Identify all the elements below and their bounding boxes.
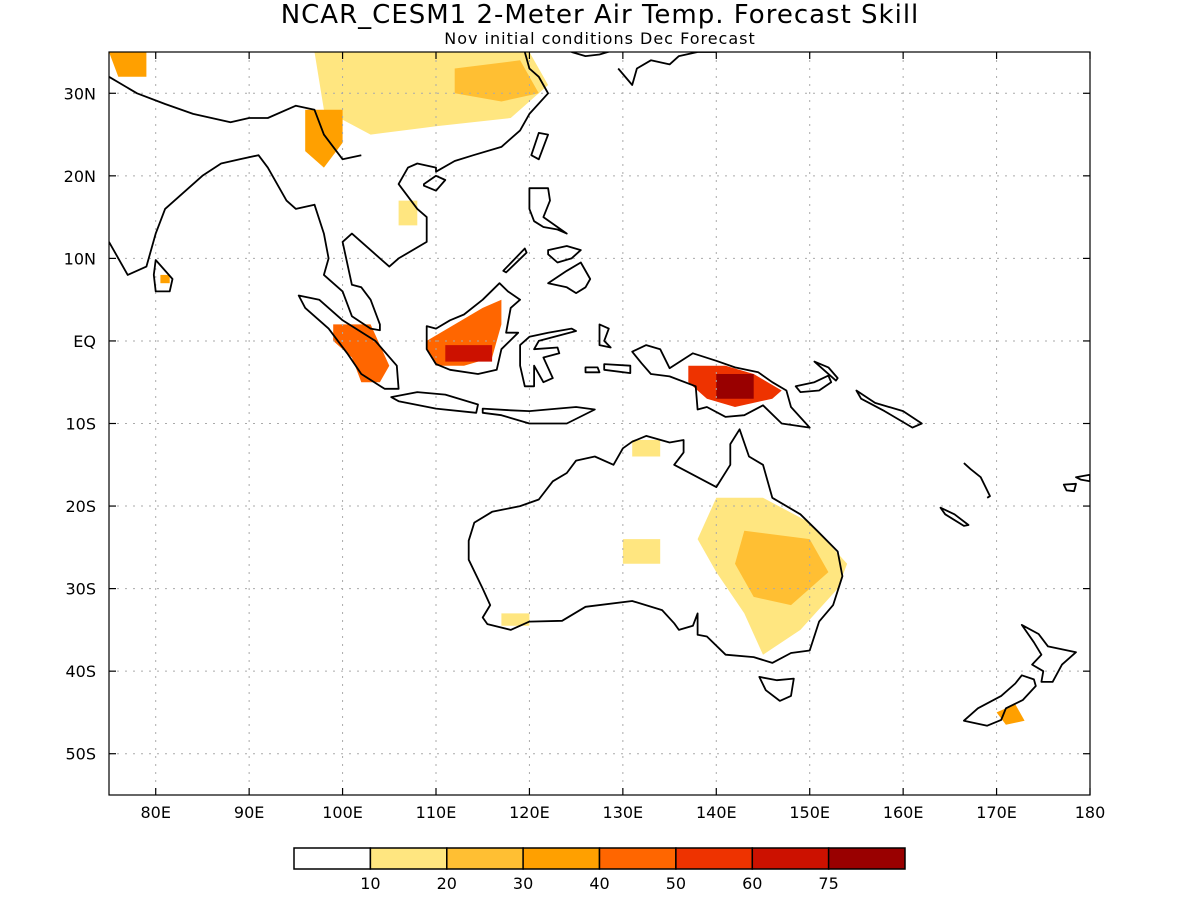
lat-tick-label: 50S <box>65 745 96 764</box>
colorbar-label: 10 <box>360 874 380 893</box>
coastline <box>598 323 612 349</box>
skill-region <box>735 530 829 606</box>
coastline <box>425 282 521 375</box>
coastline <box>631 344 811 429</box>
lon-tick-label: 80E <box>140 803 170 822</box>
coastline <box>390 391 479 414</box>
coastline <box>502 247 528 274</box>
skill-shading-layer <box>109 52 1025 725</box>
lat-tick-label: 20N <box>64 167 96 186</box>
skill-region <box>305 109 343 168</box>
colorbar-label: 30 <box>513 874 533 893</box>
chart-subtitle: Nov initial conditions Dec Forecast <box>444 29 756 48</box>
coastline <box>963 462 991 499</box>
lon-tick-label: 90E <box>234 803 264 822</box>
lat-tick-label: 40S <box>65 662 96 681</box>
colorbar-swatch <box>675 847 754 870</box>
colorbar-swatch <box>751 847 830 870</box>
coastline <box>813 360 839 382</box>
coastline <box>571 52 611 57</box>
lat-tick-label: EQ <box>73 332 96 351</box>
coastline <box>109 76 362 161</box>
coastline <box>855 389 923 429</box>
coastline-layer <box>109 52 1090 727</box>
colorbar: 10 20 30 40 50 60 75 <box>293 847 906 893</box>
coastline <box>528 187 568 235</box>
colorbar-swatch <box>446 847 524 870</box>
colorbar-swatch <box>522 847 601 870</box>
skill-region <box>333 324 390 383</box>
lat-tick-label: 30S <box>65 580 96 599</box>
lon-tick-label: 180 <box>1075 803 1106 822</box>
skill-region <box>398 200 418 226</box>
skill-region <box>622 539 661 564</box>
colorbar-swatch <box>293 847 372 870</box>
colorbar-label: 50 <box>666 874 686 893</box>
skill-region <box>160 274 170 284</box>
coastline <box>297 294 400 390</box>
lon-tick-label: 130E <box>603 803 644 822</box>
lat-tick-label: 10N <box>64 249 96 268</box>
grid-lines <box>109 52 1090 795</box>
colorbar-swatch <box>598 847 677 870</box>
lon-tick-label: 100E <box>322 803 363 822</box>
colorbar-label: 75 <box>818 874 838 893</box>
lon-tick-label: 140E <box>696 803 737 822</box>
coastline <box>547 245 582 264</box>
coastline <box>794 374 833 394</box>
lat-tick-label: 30N <box>64 84 96 103</box>
coastline <box>519 327 577 388</box>
lat-tick-label: 10S <box>65 415 96 434</box>
skill-region <box>501 613 530 626</box>
lon-tick-label: 120E <box>509 803 550 822</box>
colorbar-swatch <box>369 847 448 870</box>
coastline <box>152 259 174 293</box>
coastline <box>603 363 632 375</box>
lon-tick-label: 110E <box>416 803 457 822</box>
chart-title: NCAR_CESM1 2-Meter Air Temp. Forecast Sk… <box>280 0 920 30</box>
coastline <box>530 131 549 161</box>
coastline <box>467 428 844 664</box>
skill-region <box>716 374 754 399</box>
coastline <box>109 52 549 332</box>
coastline <box>481 406 596 425</box>
lon-tick-label: 160E <box>883 803 924 822</box>
colorbar-label: 60 <box>742 874 762 893</box>
skill-region <box>454 60 539 102</box>
coastline <box>1020 624 1077 683</box>
coastline <box>939 506 970 527</box>
lat-tick-label: 20S <box>65 497 96 516</box>
lon-tick-label: 150E <box>789 803 830 822</box>
colorbar-label: 40 <box>589 874 609 893</box>
skill-region <box>996 704 1025 725</box>
axis-ticks: 80E 90E 100E 110E 120E 130E 140E 150E 160E 170E 18… <box>64 52 1106 822</box>
coastline <box>584 366 601 374</box>
lon-tick-label: 170E <box>976 803 1017 822</box>
coastline <box>547 261 592 295</box>
skill-region <box>109 52 147 77</box>
coastline <box>617 52 717 86</box>
coastline <box>422 174 447 192</box>
colorbar-swatch <box>827 847 906 870</box>
colorbar-label: 20 <box>437 874 457 893</box>
skill-region <box>632 440 661 457</box>
coastline <box>1062 482 1077 493</box>
coastline <box>1075 473 1090 483</box>
skill-region <box>445 345 493 362</box>
coastline <box>758 676 795 702</box>
coastline <box>963 674 1037 727</box>
